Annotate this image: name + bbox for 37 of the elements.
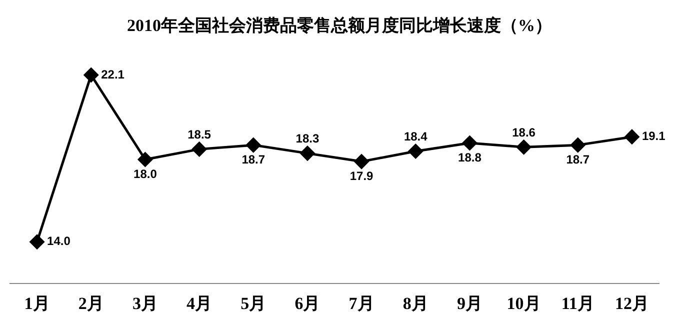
x-tick-label: 3月: [132, 294, 158, 314]
x-tick-label: 6月: [294, 294, 320, 314]
point: [570, 138, 586, 152]
x-tick-label: 2月: [78, 294, 104, 314]
point: [354, 154, 369, 169]
x-tick-label: 11月: [561, 294, 594, 314]
data-label: 19.1: [642, 129, 666, 144]
data-label: 18.7: [566, 152, 590, 166]
x-tick-label: 8月: [402, 294, 428, 314]
point: [624, 130, 640, 144]
data-label: 17.9: [350, 168, 374, 183]
x-tick-label: 9月: [456, 294, 482, 314]
data-label: 18.8: [458, 150, 482, 164]
point: [516, 140, 532, 154]
point: [462, 136, 477, 150]
x-tick-label: 12月: [614, 294, 649, 314]
data-label: 18.5: [188, 128, 212, 142]
data-label: 18.7: [242, 152, 266, 166]
point: [408, 144, 423, 158]
x-tick-label: 7月: [348, 294, 374, 314]
data-label: 18.6: [512, 125, 536, 140]
point: [30, 234, 44, 250]
x-tick-label: 4月: [186, 294, 212, 314]
point: [300, 146, 315, 161]
point: [84, 68, 98, 82]
data-label: 14.0: [47, 234, 71, 248]
x-tick-label: 5月: [240, 294, 266, 314]
data-label: 18.3: [296, 132, 320, 146]
chart-title: 2010年全国社会消费品零售总额月度同比增长速度（%）: [126, 15, 553, 37]
point: [192, 142, 207, 156]
point: [246, 138, 261, 152]
data-label: 22.1: [101, 67, 125, 82]
x-tick-label: 1月: [24, 294, 50, 314]
point: [138, 152, 152, 167]
data-label: 18.0: [134, 166, 158, 181]
data-label: 18.4: [404, 130, 428, 144]
x-tick-label: 10月: [506, 294, 541, 314]
